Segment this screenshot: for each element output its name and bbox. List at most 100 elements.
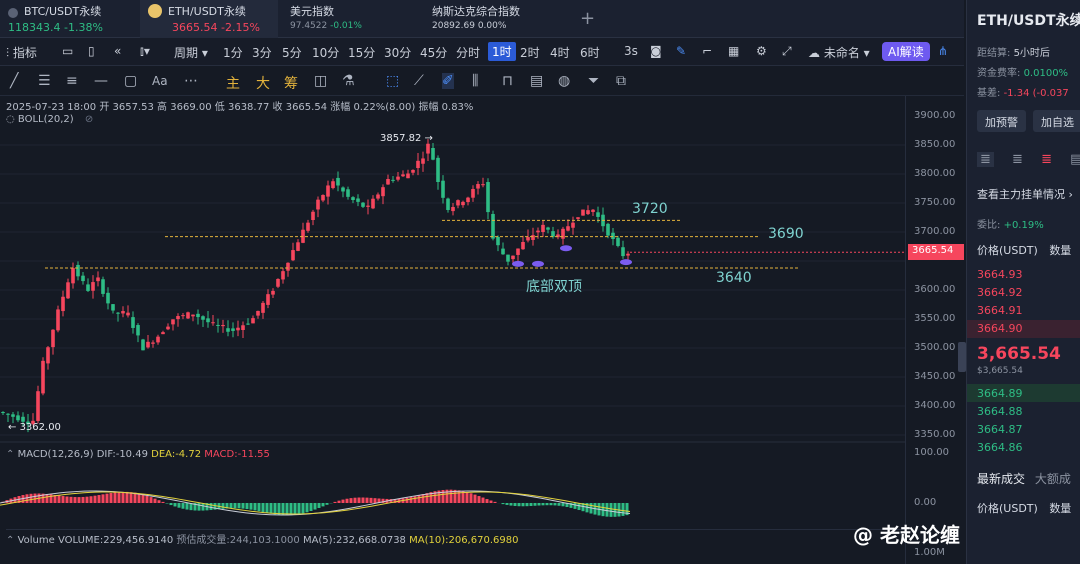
interval-2h[interactable]: 2时 [520, 46, 540, 60]
macd-bar [609, 503, 613, 517]
text-tool[interactable]: Aa [152, 74, 168, 88]
both-view-icon[interactable]: ≣ [977, 152, 994, 167]
candlestick-chart[interactable] [0, 130, 905, 564]
macd-bar [377, 498, 381, 503]
lock-icon[interactable]: ⊓ [502, 73, 513, 89]
layout-icon[interactable]: ▯ [88, 44, 95, 58]
macd-bar [49, 494, 53, 503]
note-icon[interactable]: ▤ [530, 73, 544, 89]
settle-value: 5小时后 [1013, 48, 1050, 59]
candles-icon[interactable]: ⫼ [472, 73, 479, 89]
interval-30m[interactable]: 30分 [384, 46, 412, 60]
candle-body [461, 201, 465, 206]
interval-5m[interactable]: 5分 [282, 46, 302, 60]
candle-body [411, 169, 415, 173]
fullscreen-icon[interactable]: ⤢ [782, 44, 792, 58]
interval-1h[interactable]: 1时 [488, 42, 516, 61]
rectangle-icon[interactable]: ▢ [124, 73, 138, 89]
candle-body [586, 210, 590, 215]
tab-latest-trades[interactable]: 最新成交 [977, 472, 1026, 486]
interval-15m[interactable]: 15分 [348, 46, 376, 60]
big-order-button[interactable]: 大 [256, 76, 270, 92]
candle-body [206, 318, 210, 323]
share-icon[interactable]: ⋔ [938, 44, 949, 58]
rewind-icon[interactable]: « [114, 44, 122, 58]
ohlc-high-label: 高 [157, 102, 168, 113]
period-button[interactable]: 周期 ▾ [174, 46, 208, 60]
grid-icon[interactable]: ▦ [728, 44, 740, 58]
boll-info[interactable]: ◌ BOLL(20,2) ⊘ [6, 114, 94, 125]
more-icon[interactable]: ⋯ [184, 73, 198, 89]
horizontal-line-icon[interactable]: — [94, 73, 108, 89]
camera-icon[interactable]: ◙ [650, 44, 662, 58]
ai-analysis-button[interactable]: AI解读 [882, 42, 930, 61]
chips-button[interactable]: 筹 [284, 76, 298, 92]
volume-toggle-icon[interactable]: ⌃ [6, 535, 15, 546]
eraser-icon[interactable]: ◍ [558, 73, 571, 89]
interval-10m[interactable]: 10分 [312, 46, 340, 60]
indicator-button[interactable]: ⫶ 指标 [6, 46, 37, 60]
brush-icon[interactable]: ✐ [442, 73, 454, 89]
price-tick: 3800.00 [914, 168, 956, 179]
pen-icon[interactable]: ✎ [676, 44, 687, 58]
macd-bar [505, 503, 509, 505]
strategy-icon[interactable]: ◫ [314, 73, 328, 89]
macd-bar [89, 496, 93, 503]
tab-big-trades[interactable]: 大额成 [1034, 472, 1071, 486]
macd-dif: DIF:-10.49 [96, 449, 148, 460]
whale-orders-link[interactable]: 查看主力挂单情况 › [977, 188, 1073, 201]
macd-bar [285, 503, 289, 516]
interval-45m[interactable]: 45分 [420, 46, 448, 60]
select-icon[interactable]: ⬚ [386, 73, 400, 89]
tab-eth[interactable]: ETH/USDT永续 3665.54 -2.15% [140, 0, 278, 38]
interval-timeshare[interactable]: 分时 [456, 46, 481, 60]
ohlc-amp: 0.83% [441, 102, 474, 113]
macd-toggle-icon[interactable]: ⌃ [6, 449, 15, 460]
add-alert-button[interactable]: 加预警 [977, 110, 1026, 132]
macd-bar [125, 491, 129, 503]
candle-body [611, 232, 615, 240]
macd-bar [437, 490, 441, 503]
settings-icon[interactable]: ⚙ [756, 44, 767, 58]
bids-view-icon[interactable]: ≣ [1012, 152, 1023, 167]
candle-type-icon[interactable]: ⫾▾ [140, 44, 150, 58]
magic-icon[interactable]: ⚗ [342, 73, 355, 89]
interval-3s[interactable]: 3s [624, 44, 638, 58]
fib-icon[interactable]: ≡ [66, 73, 78, 89]
calendar-icon[interactable]: ▭ [62, 44, 74, 58]
candle-body [541, 224, 545, 233]
crop-icon[interactable]: ⌐ [702, 44, 713, 58]
interval-4h[interactable]: 4时 [550, 46, 570, 60]
tab-nasdaq[interactable]: 纳斯达克综合指数 20892.69 0.00% [424, 0, 564, 38]
filter-icon[interactable]: ⏷ [588, 73, 600, 89]
orderbook-view-icons[interactable]: ≣ ≣ ≣ ▤ [977, 152, 1080, 167]
trendline-icon[interactable]: ╱ [10, 73, 19, 89]
price-tick: 3700.00 [914, 226, 956, 237]
panel-collapse-handle[interactable] [958, 342, 966, 372]
tab-btc[interactable]: BTC/USDT永续 118343.4 -1.38% [0, 0, 138, 38]
depth-view-icon[interactable]: ▤ [1070, 152, 1080, 167]
eye-off-icon[interactable]: ⊘ [84, 114, 94, 125]
add-tab-icon[interactable]: + [580, 8, 596, 29]
candles [1, 139, 630, 433]
interval-3m[interactable]: 3分 [252, 46, 272, 60]
tab-dxy-change: -0.01% [330, 21, 362, 31]
interval-1m[interactable]: 1分 [223, 46, 243, 60]
ohlc-chg-label: 涨幅 [330, 102, 351, 113]
asks-view-icon[interactable]: ≣ [1041, 152, 1052, 167]
tab-eth-name: ETH/USDT永续 [168, 5, 246, 18]
ohlc-date: 2025-07-23 18:00 [6, 102, 97, 113]
add-favorite-button[interactable]: 加自选 [1033, 110, 1080, 132]
candle-body [16, 415, 20, 421]
main-force-button[interactable]: 主 [226, 76, 240, 92]
export-icon[interactable]: ⧉ [616, 73, 626, 89]
interval-6h[interactable]: 6时 [580, 46, 600, 60]
layout-name-button[interactable]: ☁ 未命名 ▾ [808, 46, 870, 60]
current-price-tag: 3665.54 [908, 244, 964, 260]
parallel-lines-icon[interactable]: ☰ [38, 73, 51, 89]
price-axis[interactable]: 3900.00 3850.00 3800.00 3750.00 3700.00 … [905, 96, 964, 564]
ratio-label: 委比 [977, 220, 997, 231]
tab-dxy[interactable]: 美元指数 97.4522 -0.01% [282, 0, 422, 38]
ruler-icon[interactable]: ⟋ [414, 73, 424, 89]
candle-body [546, 227, 550, 230]
